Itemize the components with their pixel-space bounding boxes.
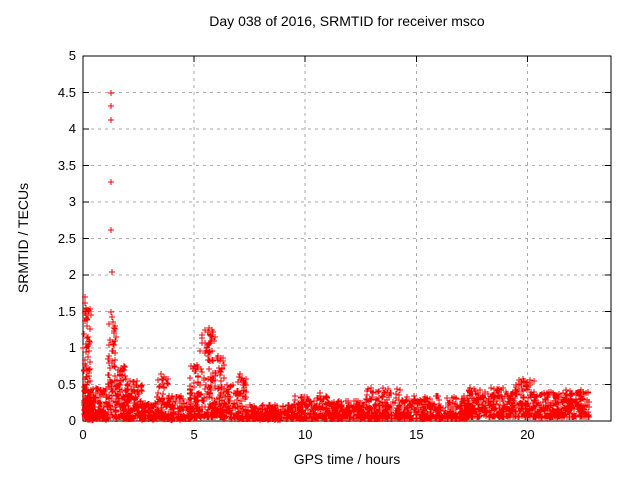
x-tick-label: 10 [297,427,313,442]
y-tick-label: 4.5 [57,84,76,100]
y-tick-label: 1.5 [57,303,76,319]
x-tick-label: 0 [79,427,87,442]
chart-title: Day 038 of 2016, SRMTID for receiver msc… [209,13,485,29]
y-tick-label: 3 [68,194,76,209]
x-tick-label: 15 [409,427,424,442]
y-tick-label: 5 [68,48,76,63]
y-tick-label: 1 [68,340,76,355]
y-tick-label: 3.5 [57,157,76,173]
x-axis-label: GPS time / hours [293,451,401,467]
y-tick-label: 0 [68,413,76,428]
y-tick-label: 2.5 [57,230,76,246]
scatter-points [80,90,592,423]
y-tick-label: 2 [68,267,76,282]
x-tick-label: 5 [190,427,198,442]
y-tick-label: 0.5 [57,376,76,392]
y-tick-label: 4 [68,121,76,136]
x-tick-label: 20 [520,427,535,442]
